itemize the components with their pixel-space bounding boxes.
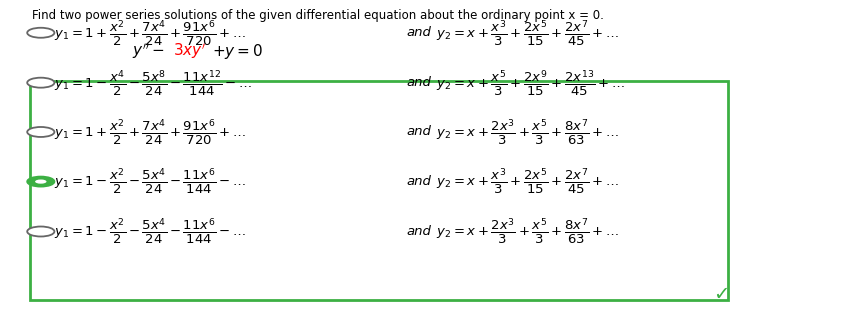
Text: $ + y = 0$: $ + y = 0$ (212, 42, 264, 61)
Circle shape (27, 28, 54, 38)
Circle shape (35, 179, 47, 184)
Text: $3xy'$: $3xy'$ (173, 42, 206, 61)
FancyBboxPatch shape (30, 81, 728, 300)
Circle shape (27, 78, 54, 88)
Text: $y_2 = x + \dfrac{x^5}{3} + \dfrac{2x^9}{15} + \dfrac{2x^{13}}{45} + \ldots$: $y_2 = x + \dfrac{x^5}{3} + \dfrac{2x^9}… (436, 68, 625, 98)
Circle shape (27, 177, 54, 187)
Circle shape (27, 227, 54, 236)
Text: $y_2 = x + \dfrac{x^3}{3} + \dfrac{2x^5}{15} + \dfrac{2x^7}{45} + \ldots$: $y_2 = x + \dfrac{x^3}{3} + \dfrac{2x^5}… (436, 167, 619, 197)
Text: $y_1 = 1 - \dfrac{x^2}{2} - \dfrac{5x^4}{24} - \dfrac{11x^6}{144} - \ldots$: $y_1 = 1 - \dfrac{x^2}{2} - \dfrac{5x^4}… (54, 217, 246, 246)
Text: $y_1 = 1 - \dfrac{x^4}{2} - \dfrac{5x^8}{24} - \dfrac{11x^{12}}{144} - \ldots$: $y_1 = 1 - \dfrac{x^4}{2} - \dfrac{5x^8}… (54, 68, 252, 98)
Text: $y_1 = 1 + \dfrac{x^2}{2} + \dfrac{7x^4}{24} + \dfrac{91x^6}{720} + \ldots$: $y_1 = 1 + \dfrac{x^2}{2} + \dfrac{7x^4}… (54, 18, 246, 48)
Text: Find two power series solutions of the given differential equation about the ord: Find two power series solutions of the g… (32, 9, 604, 22)
Text: $y_1 = 1 + \dfrac{x^2}{2} + \dfrac{7x^4}{24} + \dfrac{91x^6}{720} + \ldots$: $y_1 = 1 + \dfrac{x^2}{2} + \dfrac{7x^4}… (54, 117, 246, 147)
Text: and: and (406, 76, 431, 89)
Text: ✓: ✓ (712, 285, 729, 304)
Text: $y_1 = 1 - \dfrac{x^2}{2} - \dfrac{5x^4}{24} - \dfrac{11x^6}{144} - \ldots$: $y_1 = 1 - \dfrac{x^2}{2} - \dfrac{5x^4}… (54, 167, 246, 197)
Text: and: and (406, 26, 431, 39)
Text: $y_2 = x + \dfrac{x^3}{3} + \dfrac{2x^5}{15} + \dfrac{2x^7}{45} + \ldots$: $y_2 = x + \dfrac{x^3}{3} + \dfrac{2x^5}… (436, 18, 619, 48)
Text: and: and (406, 225, 431, 238)
Text: and: and (406, 125, 431, 139)
Text: $y_2 = x + \dfrac{2x^3}{3} + \dfrac{x^5}{3} + \dfrac{8x^7}{63} + \ldots$: $y_2 = x + \dfrac{2x^3}{3} + \dfrac{x^5}… (436, 117, 619, 147)
Circle shape (27, 127, 54, 137)
Text: and: and (406, 175, 431, 188)
Text: $y_2 = x + \dfrac{2x^3}{3} + \dfrac{x^5}{3} + \dfrac{8x^7}{63} + \ldots$: $y_2 = x + \dfrac{2x^3}{3} + \dfrac{x^5}… (436, 217, 619, 246)
Text: $y'' - $: $y'' - $ (132, 42, 164, 61)
